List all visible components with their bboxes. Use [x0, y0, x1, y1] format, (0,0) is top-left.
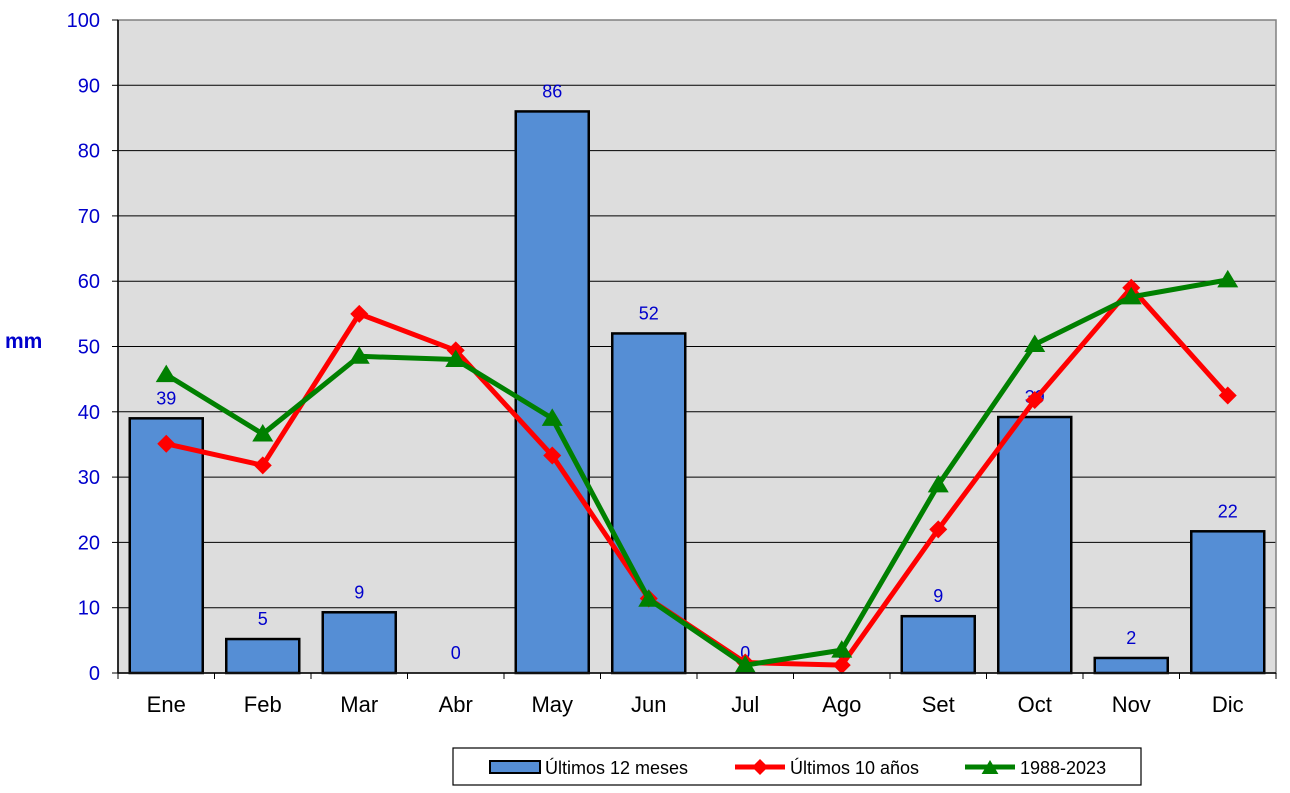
y-tick-label: 10 [78, 598, 100, 620]
y-axis-label: mm [5, 330, 42, 353]
bar [514, 110, 590, 675]
x-tick-label: Jun [631, 692, 666, 717]
x-tick-label: Set [922, 692, 955, 717]
x-tick-label: Dic [1212, 692, 1244, 717]
bar [900, 614, 976, 675]
x-tick-label: Oct [1018, 692, 1052, 717]
series-line [164, 277, 1229, 668]
legend-label: Últimos 12 meses [545, 757, 688, 778]
x-tick-labels: Ene Feb Mar Abr May Jun Jul Ago Set Oct Nov Dic [147, 692, 1244, 717]
y-tick-label: 40 [78, 402, 100, 424]
data-point-diamond [1025, 391, 1044, 410]
x-tick-label: Mar [340, 692, 378, 717]
x-tick-label: May [531, 692, 573, 717]
data-point-diamond [157, 434, 176, 453]
bar-data-label: 9 [933, 586, 943, 606]
y-tick-label: 90 [78, 75, 100, 97]
data-point-diamond [543, 446, 562, 465]
y-tick-label: 100 [67, 10, 100, 32]
y-tick-labels: 0 10 20 30 40 50 60 70 80 90 100 [67, 10, 100, 685]
bar-data-label: 5 [258, 609, 268, 629]
line-series [155, 269, 1239, 675]
data-point-triangle [1217, 269, 1239, 288]
gridlines [118, 84, 1276, 609]
line-series-2 [155, 269, 1239, 673]
x-tick-label: Feb [244, 692, 282, 717]
data-point-triangle [1024, 334, 1046, 353]
bar [997, 415, 1073, 675]
data-point-triangle [734, 655, 756, 673]
data-point-triangle [831, 640, 853, 658]
data-point-diamond [929, 520, 948, 539]
x-tick-label: Jul [731, 692, 759, 717]
y-tick-label: 30 [78, 467, 100, 489]
data-point-triangle [638, 589, 660, 607]
bar-data-label: 22 [1218, 501, 1238, 521]
data-point-diamond [1218, 386, 1237, 405]
bar-data-label: 86 [542, 81, 562, 101]
bar-data-label: 9 [354, 582, 364, 602]
data-point-triangle [445, 349, 467, 368]
bar-data-label: 39 [156, 388, 176, 408]
bar [128, 417, 204, 675]
bar [1190, 530, 1266, 675]
legend-label: 1988-2023 [1020, 758, 1106, 778]
data-point-triangle [252, 424, 274, 442]
data-point-triangle [541, 408, 563, 426]
bar-data-label: 0 [451, 643, 461, 663]
bar-data-label: 2 [1126, 628, 1136, 648]
x-tick-label: Ene [147, 692, 186, 717]
bar-data-label: 0 [740, 643, 750, 663]
x-tick-label: Ago [822, 692, 861, 717]
y-tick-label: 60 [78, 271, 100, 293]
data-point-diamond [350, 304, 369, 323]
y-tick-label: 20 [78, 532, 100, 554]
bar-series [128, 110, 1266, 675]
y-tick-label: 0 [89, 663, 100, 685]
legend-marker-diamond [752, 759, 768, 775]
bar [1093, 656, 1169, 675]
bar [321, 611, 397, 675]
data-point-triangle [1120, 286, 1142, 305]
bar-data-label: 52 [639, 303, 659, 323]
data-point-diamond [832, 656, 851, 675]
legend-label: Últimos 10 años [790, 757, 919, 778]
data-point-triangle [348, 346, 370, 364]
bar [225, 637, 301, 675]
axes [112, 19, 1277, 679]
legend-marker-triangle [981, 760, 999, 774]
x-tick-label: Abr [439, 692, 473, 717]
legend-box [452, 747, 1142, 786]
legend-swatch-bar [489, 760, 541, 774]
legend: Últimos 12 meses Últimos 10 años 1988-2023 [452, 747, 1142, 786]
data-point-triangle [927, 474, 949, 493]
y-tick-label: 50 [78, 337, 100, 359]
y-tick-label: 70 [78, 206, 100, 228]
bar [611, 332, 687, 675]
data-point-diamond [253, 456, 272, 475]
y-tick-label: 80 [78, 141, 100, 163]
x-tick-label: Nov [1112, 692, 1151, 717]
data-point-triangle [155, 364, 177, 383]
